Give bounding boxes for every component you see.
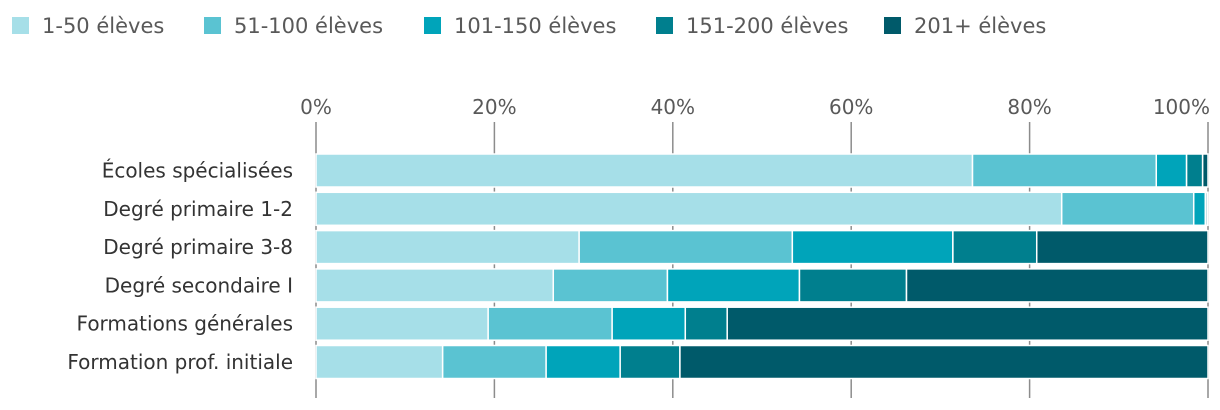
bar-segment — [315, 344, 444, 380]
category-label: Écoles spécialisées — [102, 159, 293, 183]
bar-row — [315, 191, 1209, 227]
bar-segment — [791, 229, 954, 265]
bar-segment — [315, 229, 580, 265]
bar-row — [315, 306, 1209, 341]
legend-item: 151-200 élèves — [656, 14, 848, 38]
category-label: Formation prof. initiale — [67, 350, 293, 374]
legend-swatch — [204, 17, 221, 34]
bar-segment — [315, 153, 974, 188]
bar-segment — [679, 344, 1209, 380]
bar-segment — [611, 306, 687, 341]
bar-segment — [315, 306, 489, 341]
bar-segment — [315, 191, 1063, 227]
legend-swatch — [424, 17, 441, 34]
bar-segment — [1206, 191, 1209, 227]
category-labels: Écoles spécialisées Degré primaire 1-2 Deg… — [67, 159, 293, 375]
x-tick-label: 40% — [651, 95, 695, 119]
legend-swatch — [656, 17, 673, 34]
x-tick-label: 80% — [1007, 95, 1051, 119]
legend-item: 1-50 élèves — [12, 14, 164, 38]
bar-segment — [1185, 153, 1204, 188]
legend-swatch — [884, 17, 901, 34]
category-label: Degré primaire 3-8 — [103, 235, 293, 259]
legend: 1-50 élèves 51-100 élèves 101-150 élèves 15… — [12, 14, 1046, 38]
legend-swatch — [12, 17, 29, 34]
bar-row — [315, 153, 1209, 188]
legend-label: 51-100 élèves — [234, 14, 383, 38]
bar-segment — [315, 268, 555, 303]
bar-segment — [1192, 191, 1207, 227]
bar-row — [315, 268, 1209, 303]
category-label: Formations générales — [77, 312, 293, 336]
bar-segment — [545, 344, 621, 380]
bar-segment — [1155, 153, 1188, 188]
bar-segment — [971, 153, 1158, 188]
bar-segment — [619, 344, 681, 380]
x-tick-label: 20% — [472, 95, 516, 119]
x-tick-label: 0% — [300, 95, 332, 119]
bars — [315, 153, 1209, 380]
legend-label: 1-50 élèves — [42, 14, 164, 38]
legend-label: 201+ élèves — [914, 14, 1046, 38]
bar-segment — [1201, 153, 1209, 188]
bar-row — [315, 229, 1209, 265]
x-tick-label: 100% — [1153, 95, 1210, 119]
bar-segment — [1035, 229, 1209, 265]
bar-segment — [441, 344, 547, 380]
bar-segment — [952, 229, 1038, 265]
bar-segment — [666, 268, 801, 303]
legend-label: 151-200 élèves — [686, 14, 848, 38]
bar-segment — [1060, 191, 1195, 227]
category-label: Degré primaire 1-2 — [103, 197, 293, 221]
bar-segment — [552, 268, 669, 303]
legend-item: 201+ élèves — [884, 14, 1046, 38]
bar-segment — [798, 268, 908, 303]
bar-segment — [726, 306, 1209, 341]
legend-item: 101-150 élèves — [424, 14, 616, 38]
bar-row — [315, 344, 1209, 380]
bar-segment — [487, 306, 613, 341]
bar-segment — [905, 268, 1209, 303]
x-axis-ticks: 0% 20% 40% 60% 80% 100% — [300, 95, 1210, 119]
bar-segment — [684, 306, 728, 341]
x-tick-label: 60% — [829, 95, 873, 119]
category-label: Degré secondaire I — [105, 273, 293, 297]
legend-label: 101-150 élèves — [454, 14, 616, 38]
bar-segment — [578, 229, 794, 265]
legend-item: 51-100 élèves — [204, 14, 383, 38]
